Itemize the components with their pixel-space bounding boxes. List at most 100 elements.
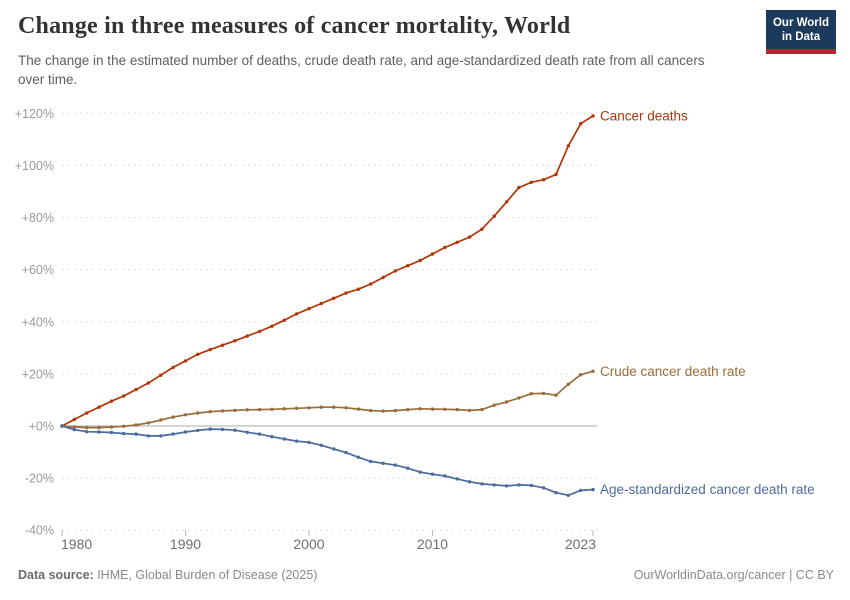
data-point [319, 443, 323, 447]
data-point [566, 144, 570, 148]
data-point [97, 425, 101, 430]
data-point [492, 403, 496, 407]
data-point [72, 427, 77, 432]
data-point [282, 437, 286, 441]
data-point [579, 488, 583, 493]
data-point [406, 407, 410, 412]
data-point [541, 391, 546, 396]
data-point [146, 434, 151, 438]
data-point [307, 307, 311, 311]
data-point [504, 400, 509, 404]
data-point [72, 417, 77, 422]
data-point [554, 491, 558, 495]
data-point [245, 408, 249, 412]
data-point [492, 483, 496, 487]
data-point [406, 466, 410, 470]
data-point [294, 439, 299, 443]
data-point [196, 411, 200, 415]
data-point [579, 122, 583, 126]
data-point [430, 407, 435, 411]
credit-link[interactable]: OurWorldinData.org/cancer | CC BY [633, 568, 834, 582]
series-end-label: Age-standardized cancer death rate [600, 482, 815, 497]
data-point [233, 428, 237, 432]
data-point [517, 483, 521, 487]
data-point [529, 483, 533, 488]
data-point [257, 432, 262, 436]
data-point [85, 411, 89, 415]
owid-logo-line1: Our World [772, 17, 829, 29]
data-point [171, 365, 175, 370]
data-point [566, 382, 570, 386]
data-point [319, 405, 323, 409]
data-point [233, 408, 237, 413]
data-point [467, 480, 472, 484]
data-point [467, 408, 472, 413]
data-point [443, 407, 447, 411]
data-point [566, 493, 570, 497]
data-point [344, 450, 348, 455]
data-point [282, 318, 286, 322]
series-cancer-deaths[interactable]: Cancer deaths [60, 108, 688, 428]
data-point [492, 214, 496, 218]
series-age-standardized-cancer-death-rate[interactable]: Age-standardized cancer death rate [60, 424, 815, 497]
data-source: Data source: IHME, Global Burden of Dise… [18, 568, 317, 582]
data-point [146, 421, 151, 425]
data-point [307, 406, 311, 410]
data-point [171, 432, 175, 436]
data-point [122, 394, 126, 398]
data-point [591, 369, 595, 373]
data-point [134, 387, 138, 392]
data-point [356, 287, 361, 291]
data-point [233, 339, 237, 343]
data-point [504, 484, 509, 488]
data-point [183, 430, 188, 434]
data-point [109, 430, 114, 435]
data-point [208, 427, 212, 431]
data-point [356, 407, 361, 411]
data-point [307, 440, 311, 445]
data-point [541, 178, 546, 182]
data-point [245, 430, 249, 434]
series-line[interactable] [61, 115, 594, 427]
data-point [591, 487, 595, 492]
data-point [171, 415, 175, 419]
data-point [579, 373, 583, 377]
series-line[interactable] [61, 425, 594, 497]
y-axis-label: +120% [15, 107, 54, 121]
data-point [344, 291, 348, 295]
data-source-text: IHME, Global Burden of Disease (2025) [93, 568, 318, 582]
data-point [97, 430, 101, 434]
data-point [270, 435, 274, 439]
data-point [393, 269, 398, 273]
data-point [418, 407, 422, 411]
page-title: Change in three measures of cancer morta… [18, 13, 571, 39]
data-point [455, 477, 459, 481]
data-point [208, 347, 212, 352]
data-point [332, 447, 336, 451]
data-point [430, 252, 435, 256]
series-line[interactable] [61, 370, 594, 429]
data-point [455, 407, 459, 412]
y-axis-label: -20% [25, 472, 54, 486]
data-point [369, 459, 373, 464]
chart-subtitle: The change in the estimated number of de… [18, 53, 705, 88]
data-point [294, 406, 299, 410]
data-point [554, 172, 558, 177]
x-axis-label: 2000 [293, 536, 324, 552]
data-point [245, 334, 249, 338]
series-end-label: Cancer deaths [600, 108, 688, 123]
data-point [430, 472, 435, 476]
data-point [504, 200, 509, 204]
data-point [443, 245, 447, 250]
y-axis-label: +0% [29, 420, 54, 434]
data-point [270, 324, 274, 328]
owid-logo-line2: in Data [781, 31, 821, 44]
data-point [220, 343, 225, 347]
data-point [183, 413, 188, 417]
data-point [220, 409, 225, 413]
data-point [467, 235, 472, 239]
series-end-label: Crude cancer death rate [600, 364, 746, 379]
data-point [72, 425, 77, 429]
data-point [554, 393, 558, 397]
